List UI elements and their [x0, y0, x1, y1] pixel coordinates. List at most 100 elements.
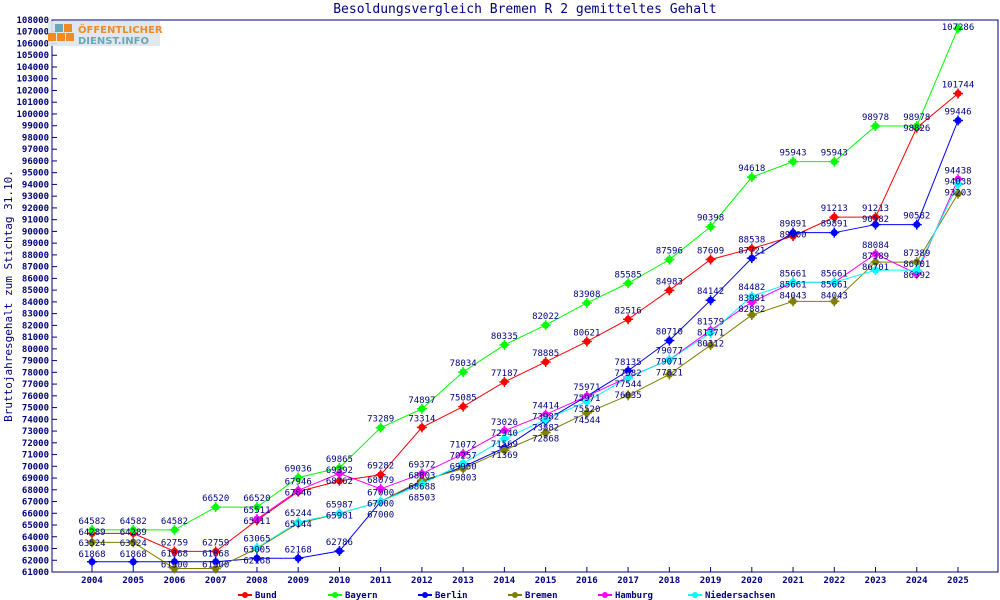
data-label: 62168: [243, 557, 270, 567]
data-label: 84482: [738, 283, 765, 293]
y-tick-label: 85000: [22, 286, 49, 296]
data-point-marker: [293, 517, 304, 528]
data-point-marker: [870, 265, 881, 276]
data-label: 68688: [408, 483, 435, 493]
data-label: 72340: [491, 429, 518, 439]
y-tick-label: 75000: [22, 404, 49, 414]
data-point-marker: [870, 120, 881, 131]
data-label: 65987: [326, 500, 353, 510]
data-label: 65244: [285, 509, 312, 519]
legend-marker: [692, 592, 698, 598]
legend-label: Berlin: [435, 590, 468, 600]
data-label: 70257: [450, 452, 477, 462]
x-tick-label: 2013: [452, 576, 474, 586]
data-label: 68803: [408, 472, 435, 482]
data-label: 71569: [491, 440, 518, 450]
data-point-marker: [870, 219, 881, 230]
data-point-marker: [416, 478, 427, 489]
series-line: [92, 193, 959, 569]
data-point-marker: [540, 320, 551, 331]
data-label: 80335: [491, 332, 518, 342]
data-label: 64289: [120, 528, 147, 538]
data-point-marker: [540, 414, 551, 425]
data-label: 68503: [408, 494, 435, 504]
x-tick-label: 2022: [823, 576, 845, 586]
data-point-marker: [623, 390, 634, 401]
data-point-marker: [499, 445, 510, 456]
data-point-marker: [581, 297, 592, 308]
data-point-marker: [911, 265, 922, 276]
y-tick-label: 74000: [22, 415, 49, 425]
x-tick-label: 2004: [81, 576, 103, 586]
data-label: 86392: [903, 271, 930, 281]
data-label: 69803: [450, 474, 477, 484]
data-label: 66520: [243, 494, 270, 504]
y-tick-label: 98000: [22, 133, 49, 143]
data-label: 74414: [532, 401, 559, 411]
data-point-marker: [499, 339, 510, 350]
data-label: 84043: [780, 291, 807, 301]
x-tick-label: 2006: [164, 576, 186, 586]
data-point-marker: [87, 556, 97, 567]
data-label: 74544: [573, 416, 600, 426]
data-label: 61868: [202, 549, 229, 559]
data-label: 94618: [738, 164, 765, 174]
data-point-marker: [788, 227, 799, 238]
data-point-marker: [499, 433, 510, 444]
legend-marker: [602, 592, 608, 598]
data-label: 67000: [367, 489, 394, 499]
data-label: 87389: [903, 249, 930, 259]
data-label: 90582: [862, 215, 889, 225]
data-label: 84142: [697, 287, 724, 297]
y-tick-label: 91000: [22, 216, 49, 226]
y-tick-label: 90000: [22, 227, 49, 237]
x-tick-label: 2021: [782, 576, 804, 586]
data-point-marker: [87, 524, 97, 535]
data-label: 76035: [615, 391, 642, 401]
data-point-marker: [210, 563, 221, 574]
data-point-marker: [210, 502, 221, 513]
data-point-marker: [705, 340, 716, 351]
data-label: 82022: [532, 312, 559, 322]
x-tick-label: 2009: [287, 576, 309, 586]
data-label: 78885: [532, 349, 559, 359]
data-point-marker: [210, 546, 221, 557]
data-label: 85661: [821, 280, 848, 290]
series-line: [92, 120, 959, 563]
data-point-marker: [664, 285, 675, 296]
y-tick-label: 68000: [22, 486, 49, 496]
data-label: 77821: [656, 369, 683, 379]
data-label: 74897: [408, 396, 435, 406]
data-point-marker: [251, 553, 262, 564]
x-tick-label: 2025: [947, 576, 969, 586]
data-point-marker: [458, 401, 469, 412]
data-label: 62786: [326, 538, 353, 548]
data-label: 71369: [491, 451, 518, 461]
data-label: 63524: [78, 539, 105, 549]
data-point-marker: [416, 403, 427, 414]
data-label: 79077: [656, 347, 683, 357]
y-tick-label: 107000: [16, 28, 49, 38]
data-label: 85661: [780, 269, 807, 279]
data-point-marker: [581, 396, 592, 407]
x-tick-label: 2007: [205, 576, 227, 586]
y-tick-label: 97000: [22, 145, 49, 155]
y-tick-label: 77000: [22, 380, 49, 390]
data-point-marker: [870, 248, 881, 259]
y-tick-label: 79000: [22, 357, 49, 367]
data-label: 77582: [615, 369, 642, 379]
data-label: 80710: [656, 328, 683, 338]
y-tick-label: 61000: [22, 568, 49, 578]
data-point-marker: [746, 172, 757, 183]
data-point-marker: [705, 254, 716, 265]
data-label: 98826: [903, 124, 930, 134]
data-point-marker: [375, 496, 386, 507]
data-label: 69372: [408, 461, 435, 471]
data-label: 88084: [862, 241, 889, 251]
data-label: 88538: [738, 236, 765, 246]
chart-title: Besoldungsvergleich Bremen R 2 gemittelt…: [333, 2, 717, 17]
data-label: 90398: [697, 214, 724, 224]
data-label: 64582: [120, 517, 147, 527]
data-point-marker: [953, 188, 963, 199]
data-point-marker: [293, 485, 304, 496]
